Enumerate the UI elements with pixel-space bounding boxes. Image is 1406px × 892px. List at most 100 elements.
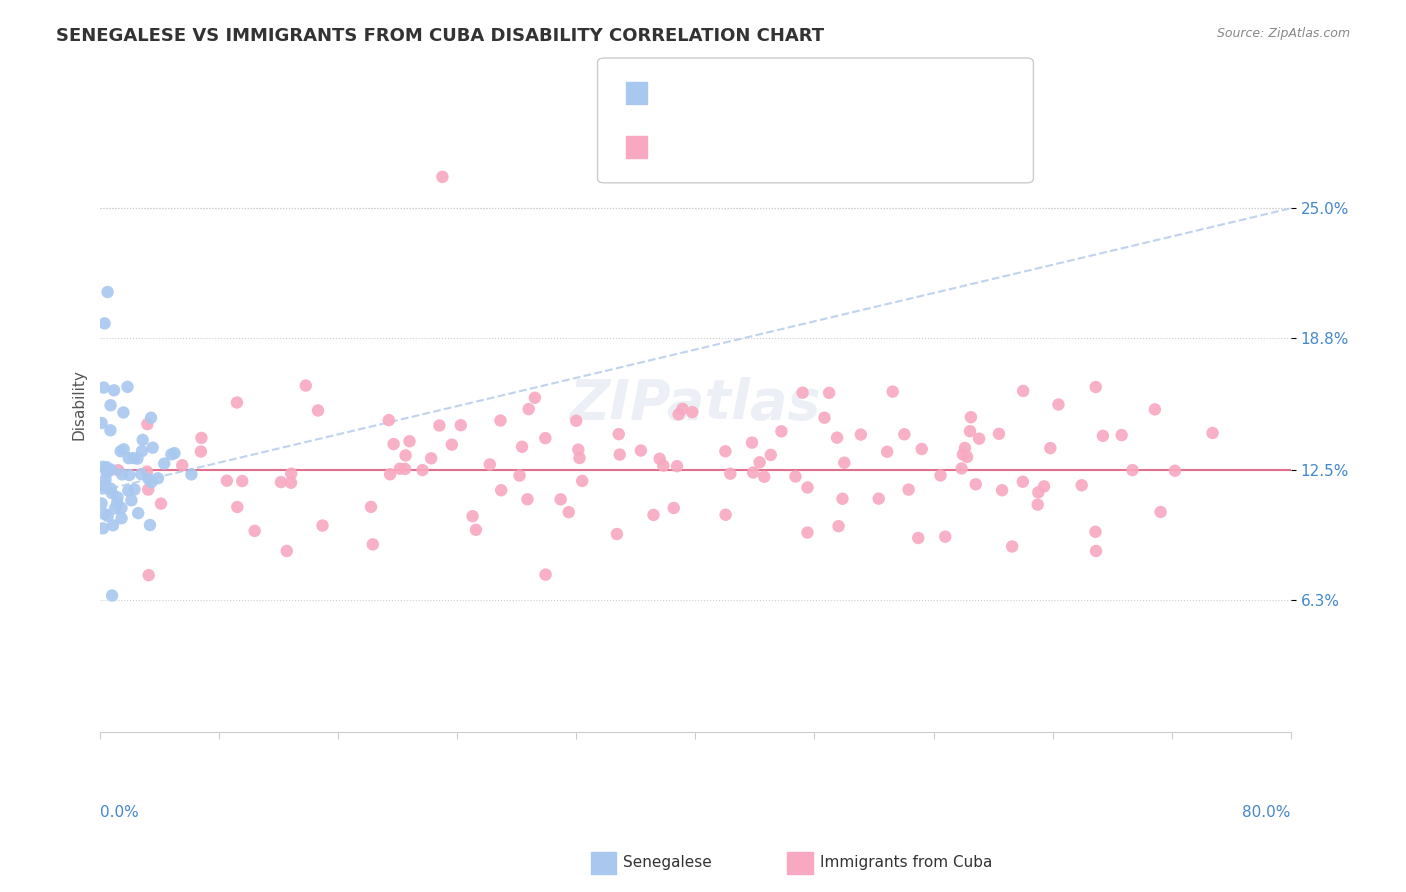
Point xyxy=(91,482,114,496)
Point xyxy=(934,530,956,544)
Point xyxy=(94,473,117,487)
Point xyxy=(489,483,512,498)
Text: 80.0%: 80.0% xyxy=(1243,805,1291,820)
Point xyxy=(420,451,443,466)
Point xyxy=(104,501,127,516)
Point xyxy=(534,431,557,445)
Point xyxy=(665,459,688,474)
Point xyxy=(361,537,384,551)
Point xyxy=(567,442,589,457)
Point xyxy=(136,483,159,497)
Point xyxy=(231,474,253,488)
Point xyxy=(294,378,316,392)
Point xyxy=(139,410,162,425)
Point xyxy=(1033,479,1056,493)
Point xyxy=(100,482,122,496)
Point xyxy=(105,496,128,510)
Point xyxy=(1039,441,1062,455)
Point xyxy=(146,471,169,485)
Point xyxy=(388,461,411,475)
Point xyxy=(101,589,124,603)
Point xyxy=(136,417,159,432)
Point xyxy=(818,385,841,400)
Point xyxy=(718,467,741,481)
Point xyxy=(93,381,115,395)
Point xyxy=(117,483,139,498)
Point xyxy=(226,500,249,514)
Point xyxy=(129,467,152,482)
Point xyxy=(770,425,793,439)
Point xyxy=(118,468,141,483)
Point xyxy=(120,493,142,508)
Point xyxy=(122,451,145,466)
Point xyxy=(668,407,690,421)
Point xyxy=(785,469,807,483)
Point xyxy=(967,432,990,446)
Text: R = 0.015    N = 124: R = 0.015 N = 124 xyxy=(654,136,813,150)
Point xyxy=(953,441,976,455)
Point xyxy=(630,443,652,458)
Point xyxy=(813,410,835,425)
Point xyxy=(160,447,183,461)
Point xyxy=(127,506,149,520)
Point xyxy=(568,450,591,465)
Point xyxy=(1084,380,1107,394)
Point xyxy=(124,483,146,497)
Point xyxy=(243,524,266,538)
Point xyxy=(882,384,904,399)
Point xyxy=(127,451,149,466)
Point xyxy=(180,467,202,482)
Point xyxy=(648,451,671,466)
Point xyxy=(190,444,212,458)
Point xyxy=(1047,398,1070,412)
Point xyxy=(429,418,451,433)
Point xyxy=(138,568,160,582)
Point xyxy=(1012,384,1035,398)
Point xyxy=(517,402,540,417)
Point xyxy=(97,508,120,523)
Point xyxy=(94,478,117,492)
Point xyxy=(1026,498,1049,512)
Point xyxy=(834,456,856,470)
Point xyxy=(91,521,114,535)
Text: Senegalese: Senegalese xyxy=(623,855,711,870)
Point xyxy=(1011,475,1033,489)
Point xyxy=(112,405,135,419)
Point xyxy=(759,448,782,462)
Point xyxy=(112,442,135,457)
Point xyxy=(534,567,557,582)
Point xyxy=(432,169,454,184)
Point xyxy=(489,413,512,427)
Text: ZIPatlas: ZIPatlas xyxy=(569,377,821,432)
Point xyxy=(280,467,302,481)
Point xyxy=(849,427,872,442)
Point xyxy=(101,518,124,533)
Point xyxy=(965,477,987,491)
Point xyxy=(96,466,118,480)
Point xyxy=(714,444,737,458)
Point xyxy=(827,519,849,533)
Point xyxy=(911,442,934,456)
Text: 0.0%: 0.0% xyxy=(100,805,139,820)
Point xyxy=(465,523,488,537)
Text: R = 0.064    N = 53: R = 0.064 N = 53 xyxy=(654,82,803,96)
Point xyxy=(952,447,974,461)
Point xyxy=(748,455,770,469)
Point xyxy=(950,461,973,475)
Point xyxy=(110,511,132,525)
Point xyxy=(91,459,114,474)
Point xyxy=(153,457,176,471)
Point xyxy=(478,458,501,472)
Point xyxy=(1121,463,1143,477)
Point xyxy=(163,446,186,460)
Point xyxy=(141,475,163,490)
Point xyxy=(450,418,472,433)
Point xyxy=(311,518,333,533)
Point xyxy=(142,441,165,455)
Point xyxy=(103,384,125,398)
Point xyxy=(606,527,628,541)
Point xyxy=(796,481,818,495)
Point xyxy=(876,444,898,458)
Point xyxy=(991,483,1014,498)
Point xyxy=(558,505,581,519)
